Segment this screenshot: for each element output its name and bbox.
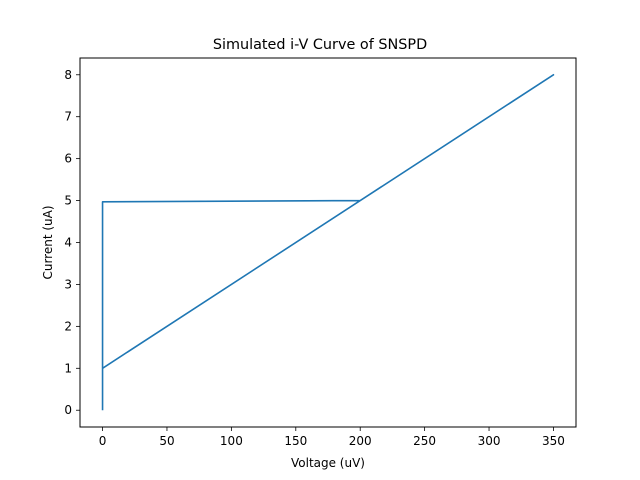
y-tick-label: 7 bbox=[64, 110, 72, 124]
y-tick-label: 2 bbox=[64, 319, 72, 333]
y-tick-label: 3 bbox=[64, 277, 72, 291]
y-tick-label: 0 bbox=[64, 403, 72, 417]
series-line-0 bbox=[101, 73, 555, 411]
y-tick-label: 8 bbox=[64, 68, 72, 82]
x-tick-label: 50 bbox=[159, 434, 174, 448]
y-axis: 0 1 2 3 4 5 6 7 8 bbox=[64, 68, 80, 417]
y-tick-label: 6 bbox=[64, 152, 72, 166]
chart-title: Simulated i-V Curve of SNSPD bbox=[213, 37, 427, 53]
y-tick-label: 1 bbox=[64, 361, 72, 375]
plot-area bbox=[101, 73, 555, 411]
x-tick-label: 0 bbox=[99, 434, 107, 448]
y-tick-label: 4 bbox=[64, 236, 72, 250]
x-axis-label: Voltage (uV) bbox=[291, 456, 365, 470]
x-tick-label: 300 bbox=[478, 434, 501, 448]
y-axis-label: Current (uA) bbox=[41, 205, 55, 279]
x-tick-label: 200 bbox=[349, 434, 372, 448]
x-axis: 0 50 100 150 200 250 300 350 bbox=[99, 427, 565, 448]
x-tick-label: 100 bbox=[220, 434, 243, 448]
x-tick-label: 350 bbox=[542, 434, 565, 448]
x-tick-label: 150 bbox=[284, 434, 307, 448]
y-tick-label: 5 bbox=[64, 194, 72, 208]
x-tick-label: 250 bbox=[413, 434, 436, 448]
